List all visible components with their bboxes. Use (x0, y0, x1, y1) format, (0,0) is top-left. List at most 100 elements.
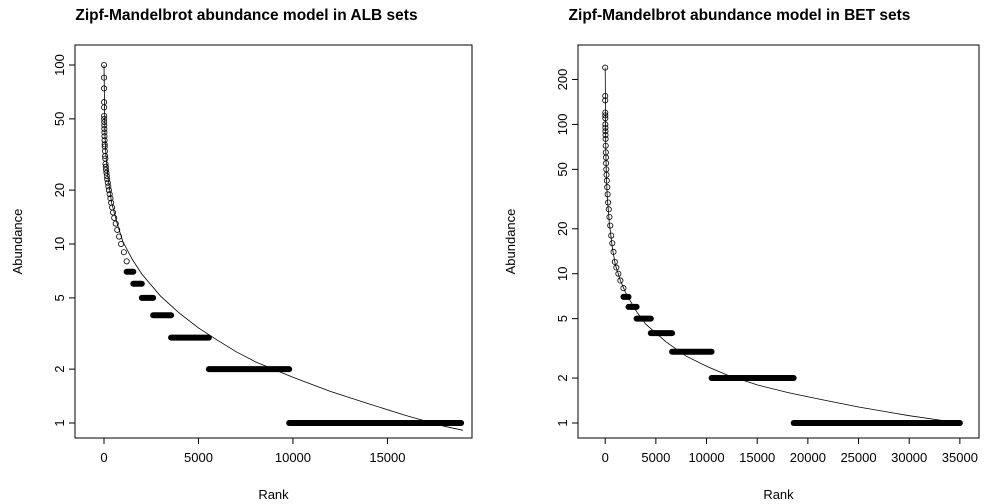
data-point (111, 214, 118, 221)
plot-alb: 1 2 5 10 20 50 100 0 5000 10000 15000 Rank Abundance (10, 44, 473, 502)
data-point (118, 240, 125, 247)
data-point (602, 109, 609, 116)
chart-alb: Zipf-Mandelbrot abundance model in ALB s… (10, 7, 473, 502)
y-axis-label: Abundance (503, 209, 518, 275)
data-point (602, 154, 609, 161)
x-axis-label: Rank (258, 487, 289, 502)
x-tick-label: 5000 (641, 450, 670, 465)
data-point (123, 258, 130, 265)
y-tick-label: 50 (52, 112, 67, 126)
y-tick-label: 200 (555, 69, 570, 91)
x-axis-label: Rank (763, 487, 794, 502)
data-point (101, 137, 108, 144)
data-point (101, 129, 108, 136)
data-point (615, 270, 622, 277)
plot-bet: 1 2 5 10 20 50 100 200 0 5000 10000 15000 20000 25000… (503, 44, 980, 502)
y-tick-label: 2 (52, 365, 67, 372)
y-axis-label: Abundance (10, 209, 25, 275)
data-point (617, 277, 624, 284)
data-point (605, 199, 612, 206)
y-tick-label: 1 (52, 419, 67, 426)
data-point (101, 115, 108, 122)
data-point (607, 222, 614, 229)
x-tick-label: 35000 (942, 450, 978, 465)
data-point (602, 121, 609, 128)
x-tick-label: 20000 (790, 450, 826, 465)
x-tick-label: 5000 (184, 450, 213, 465)
data-point (602, 112, 609, 119)
y-tick-label: 1 (555, 419, 570, 426)
data-point (101, 133, 108, 140)
y-tick-label: 100 (555, 114, 570, 136)
chart-bet: Zipf-Mandelbrot abundance model in BET s… (493, 0, 986, 504)
model-curve (103, 64, 464, 431)
data-point (101, 112, 108, 119)
y-tick-label: 10 (555, 266, 570, 280)
data-point (112, 220, 119, 227)
data-point (602, 142, 609, 149)
y-tick-label: 20 (555, 222, 570, 236)
y-tick-label: 10 (52, 237, 67, 251)
data-point (610, 248, 617, 255)
data-point (101, 74, 108, 81)
y-tick-label: 20 (52, 183, 67, 197)
data-point (604, 184, 611, 191)
data-point (104, 179, 111, 186)
y-tick-label: 5 (555, 315, 570, 322)
data-point (604, 191, 611, 198)
data-point (101, 125, 108, 132)
x-tick-label: 10000 (688, 450, 724, 465)
data-point (602, 131, 609, 138)
data-point (602, 115, 609, 122)
data-point (605, 206, 612, 213)
x-tick-label: 0 (100, 450, 107, 465)
data-point (608, 232, 615, 239)
data-point (606, 213, 613, 220)
data-point (103, 172, 110, 179)
data-point (116, 233, 123, 240)
data-point (102, 153, 109, 160)
data-point (114, 226, 121, 233)
y-tick-label: 100 (52, 54, 67, 76)
data-point (103, 169, 110, 176)
data-point (602, 92, 609, 99)
data-point (101, 122, 108, 129)
chart-title-alb: Zipf-Mandelbrot abundance model in ALB s… (75, 7, 418, 24)
data-point (103, 166, 110, 173)
data-point (102, 160, 109, 167)
data-point (105, 187, 112, 194)
data-point (106, 191, 113, 198)
model-curve (604, 67, 960, 424)
y-tick-label: 5 (52, 294, 67, 301)
plot-frame (577, 44, 980, 439)
x-tick-label: 0 (602, 450, 609, 465)
data-point (602, 97, 609, 104)
data-point (104, 176, 111, 183)
data-point (101, 85, 108, 92)
data-point (602, 64, 609, 71)
data-point (101, 143, 108, 150)
data-point (613, 264, 620, 271)
y-tick-label: 50 (555, 162, 570, 176)
x-tick-label: 10000 (275, 450, 311, 465)
data-point (602, 128, 609, 135)
data-point (101, 62, 108, 69)
data-point (609, 240, 616, 247)
data-point (602, 124, 609, 131)
data-point (603, 171, 610, 178)
data-point (101, 104, 108, 111)
chart-title-bet: Zipf-Mandelbrot abundance model in BET s… (568, 7, 911, 24)
data-point (102, 163, 109, 170)
data-point (101, 141, 108, 148)
x-tick-label: 15000 (739, 450, 775, 465)
x-tick-label: 30000 (891, 450, 927, 465)
data-point (107, 195, 114, 202)
data-point (120, 249, 127, 256)
data-point (110, 209, 117, 216)
plot-frame (74, 44, 473, 439)
x-tick-label: 15000 (369, 450, 405, 465)
data-point (603, 177, 610, 184)
data-point (611, 258, 618, 265)
data-point (602, 135, 609, 142)
data-point (105, 183, 112, 190)
